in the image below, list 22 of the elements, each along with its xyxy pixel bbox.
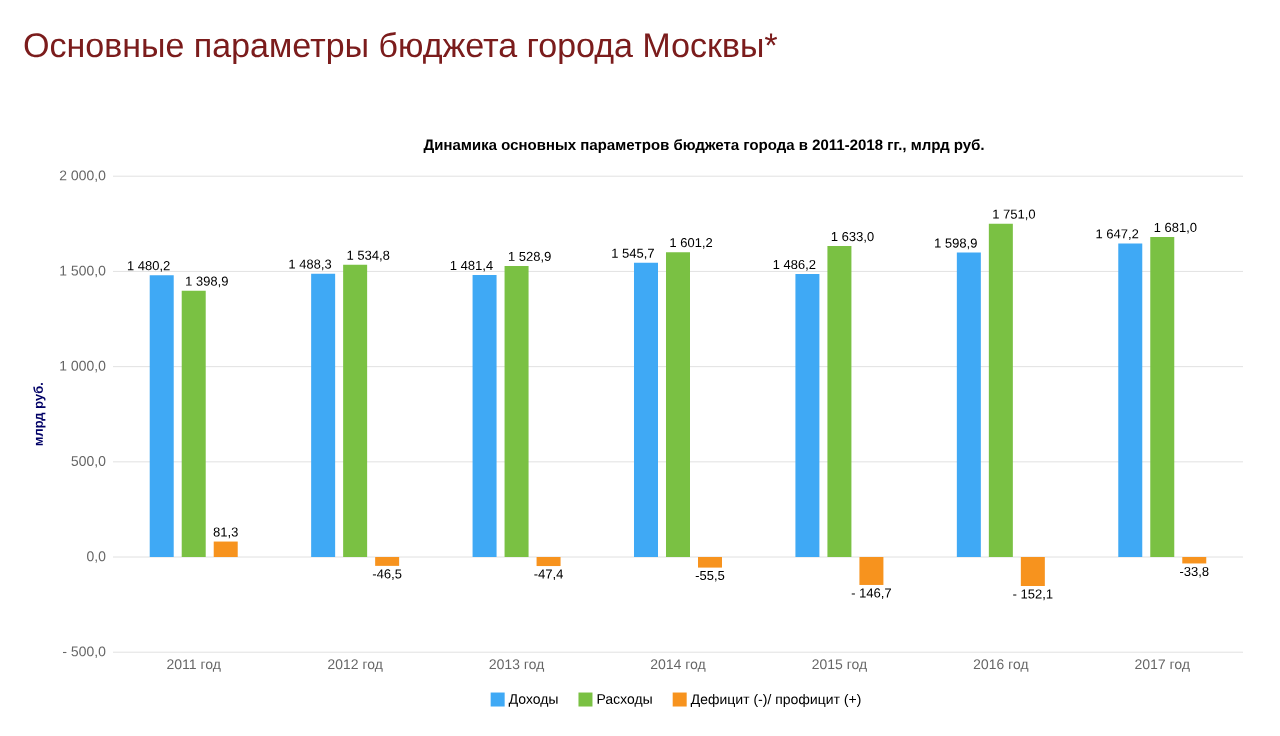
bar: [536, 557, 561, 567]
bar: [698, 557, 722, 568]
bar: [795, 274, 820, 558]
bar: [1118, 243, 1143, 558]
bar: [665, 252, 690, 558]
bar: [149, 275, 174, 558]
bar: [504, 265, 529, 558]
bar: [1150, 236, 1175, 558]
bar: [181, 290, 206, 558]
bar: [827, 246, 852, 558]
bar: [859, 557, 884, 585]
bar: [1182, 557, 1207, 564]
bar: [472, 274, 497, 558]
bar: [213, 541, 238, 558]
chart-title: Основные параметры бюджета города Москвы*: [24, 32, 778, 64]
bar: [1020, 557, 1045, 586]
bar: [343, 264, 368, 558]
bar: [956, 252, 981, 558]
bar: [311, 273, 336, 558]
bar: [988, 223, 1013, 558]
bar: [633, 262, 658, 558]
bar: [375, 557, 400, 566]
